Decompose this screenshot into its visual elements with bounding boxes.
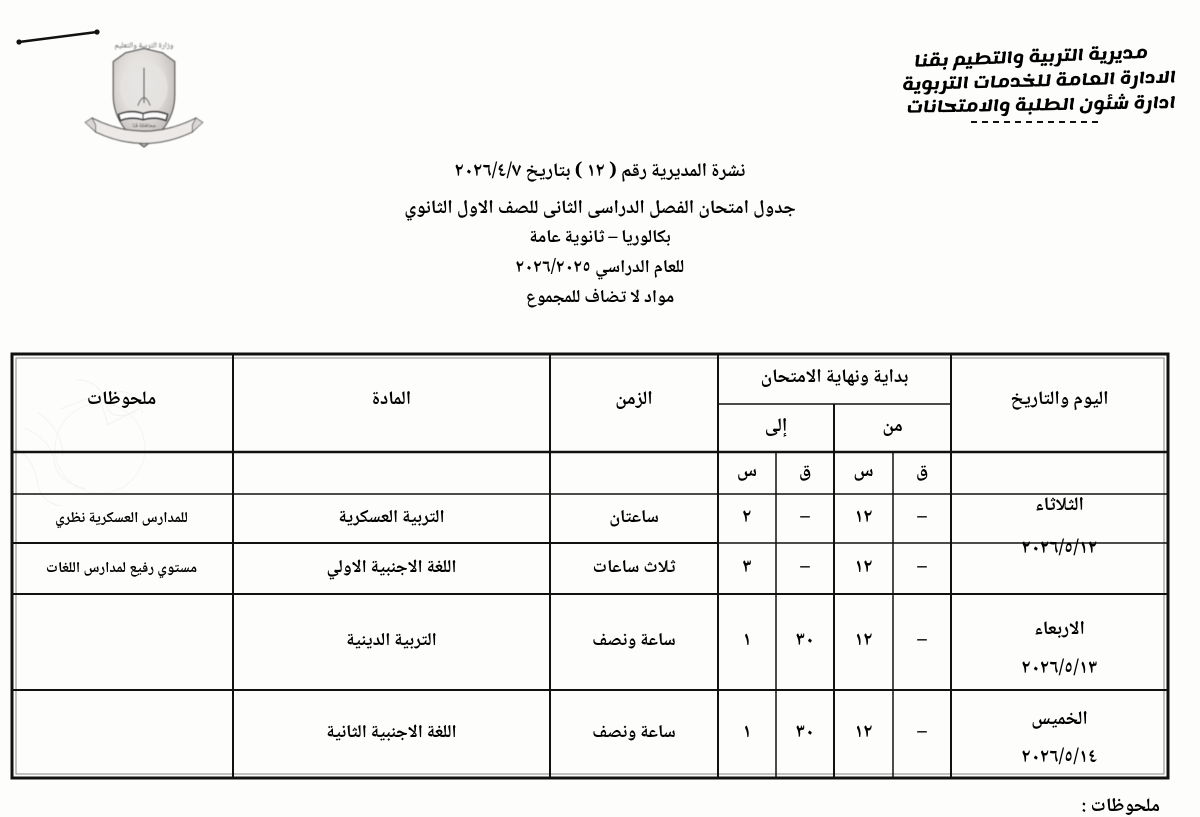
svg-text:محافظة قنا: محافظة قنا — [132, 121, 156, 131]
svg-text:وزارة التربية والتعليم: وزارة التربية والتعليم — [115, 41, 174, 54]
